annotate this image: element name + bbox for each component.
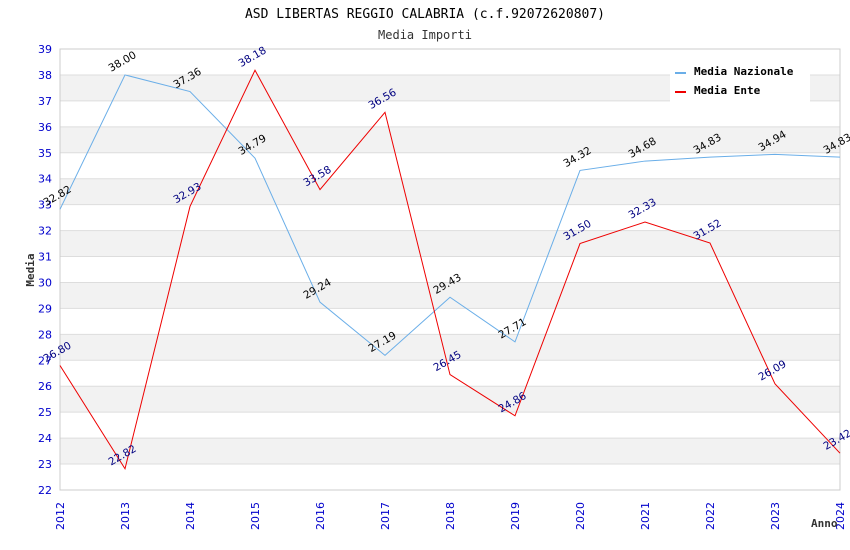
legend-label-media-ente: Media Ente bbox=[694, 84, 761, 97]
grid-band bbox=[60, 178, 840, 205]
x-tick-label: 2021 bbox=[639, 502, 652, 530]
grid-band bbox=[60, 126, 840, 153]
y-tick-label: 39 bbox=[38, 43, 52, 56]
x-tick-label: 2024 bbox=[834, 502, 847, 530]
x-axis-label: Anno bbox=[811, 517, 838, 530]
data-label: 38.18 bbox=[237, 44, 269, 69]
grid-band bbox=[60, 386, 840, 413]
x-tick-label: 2022 bbox=[704, 502, 717, 530]
legend-box bbox=[670, 62, 810, 102]
y-tick-label: 33 bbox=[38, 199, 52, 212]
y-tick-label: 36 bbox=[38, 121, 52, 134]
y-tick-label: 37 bbox=[38, 95, 52, 108]
y-tick-label: 35 bbox=[38, 147, 52, 160]
y-tick-label: 22 bbox=[38, 484, 52, 497]
x-tick-label: 2017 bbox=[379, 502, 392, 530]
x-tick-label: 2012 bbox=[54, 502, 67, 530]
y-tick-label: 23 bbox=[38, 458, 52, 471]
chart-subtitle: Media Importi bbox=[378, 28, 472, 42]
y-tick-label: 30 bbox=[38, 276, 52, 289]
y-axis-label: Media bbox=[24, 253, 37, 286]
grid-lines bbox=[60, 48, 840, 491]
y-tick-label: 25 bbox=[38, 406, 52, 419]
grid-band bbox=[60, 282, 840, 309]
y-tick-label: 27 bbox=[38, 354, 52, 367]
grid-bands bbox=[60, 74, 840, 465]
y-tick-label: 28 bbox=[38, 328, 52, 341]
chart-title: ASD LIBERTAS REGGIO CALABRIA (c.f.920726… bbox=[245, 7, 605, 22]
x-tick-label: 2015 bbox=[249, 502, 262, 530]
y-tick-label: 34 bbox=[38, 173, 52, 186]
x-tick-label: 2020 bbox=[574, 502, 587, 530]
data-label: 38.00 bbox=[107, 49, 139, 74]
x-tick-label: 2018 bbox=[444, 502, 457, 530]
series-line-media-nazionale bbox=[59, 74, 841, 357]
y-tick-label: 24 bbox=[38, 432, 52, 445]
y-tick-label: 31 bbox=[38, 251, 52, 264]
y-tick-label: 26 bbox=[38, 380, 52, 393]
grid-band bbox=[60, 438, 840, 465]
legend-label-media-nazionale: Media Nazionale bbox=[694, 65, 794, 78]
legend: Media Nazionale Media Ente bbox=[670, 62, 810, 102]
x-tick-label: 2014 bbox=[184, 502, 197, 530]
data-label: 26.80 bbox=[42, 340, 74, 365]
x-tick-label: 2019 bbox=[509, 502, 522, 530]
y-tick-label: 29 bbox=[38, 302, 52, 315]
grid-band bbox=[60, 230, 840, 257]
y-axis-ticks: 22 23 24 25 26 27 28 29 30 31 32 33 34 35 36 37 38 39 bbox=[38, 43, 52, 497]
y-tick-label: 32 bbox=[38, 225, 52, 238]
x-tick-label: 2023 bbox=[769, 502, 782, 530]
series-lines bbox=[59, 69, 841, 470]
x-axis-ticks: 2012 2013 2014 2015 2016 2017 2018 2019 2020 2021… bbox=[54, 502, 847, 530]
plot-frame bbox=[59, 48, 841, 491]
grid-band bbox=[60, 334, 840, 361]
x-tick-label: 2013 bbox=[119, 502, 132, 530]
y-tick-label: 38 bbox=[38, 69, 52, 82]
x-tick-label: 2016 bbox=[314, 502, 327, 530]
